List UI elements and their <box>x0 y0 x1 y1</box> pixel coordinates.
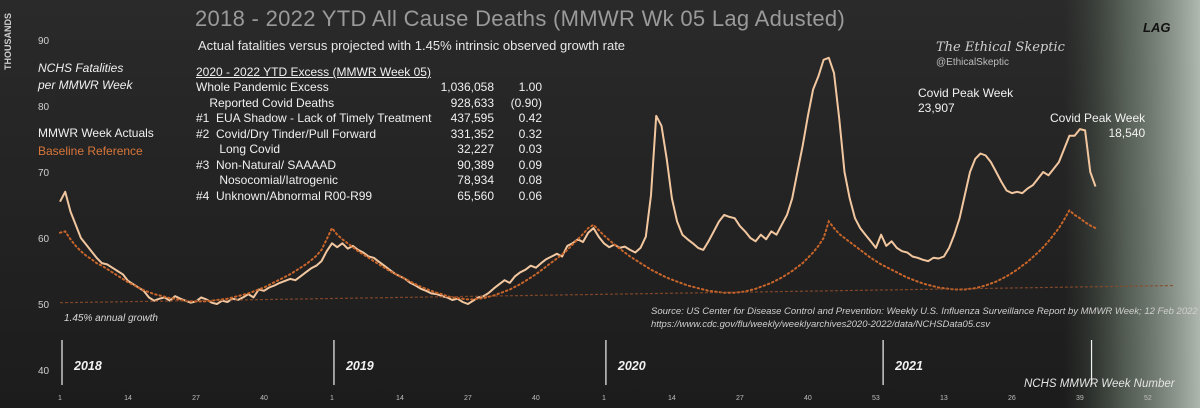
excess-row-label: Whole Pandemic Excess <box>196 80 329 94</box>
x-tick-label: 52 <box>1144 395 1152 402</box>
x-tick-label: 1 <box>602 395 606 402</box>
excess-row: #4 Unknown/Abnormal R00-R99 65,560 0.06 <box>196 189 542 205</box>
growth-label: 1.45% annual growth <box>64 313 158 324</box>
peak-annotation-2022: Covid Peak Week 18,540 <box>1050 111 1145 141</box>
peak-label: Covid Peak Week <box>918 86 1014 100</box>
excess-row-value: 78,934 <box>457 173 494 187</box>
excess-row-ratio: 0.03 <box>518 142 542 156</box>
x-tick-label: 40 <box>260 395 268 402</box>
legend-nchs-line1: NCHS Fatalities <box>38 61 124 75</box>
excess-row-value: 331,352 <box>450 126 494 141</box>
excess-row-label: Nosocomial/Iatrogenic <box>196 173 339 187</box>
source-line2: https://www.cdc.gov/flu/weekly/weeklyarc… <box>651 319 990 330</box>
x-tick-label: 1 <box>330 395 334 402</box>
excess-row: Nosocomial/Iatrogenic 78,934 0.08 <box>196 173 542 189</box>
excess-row-value: 90,389 <box>457 157 494 172</box>
peak-value: 18,540 <box>1108 126 1146 140</box>
brand-name: The Ethical Skeptic <box>936 40 1065 55</box>
excess-table: 2020 - 2022 YTD Excess (MMWR Week 05) Wh… <box>196 65 542 204</box>
y-tick-label: 50 <box>38 300 50 311</box>
excess-row-label: Long Covid <box>196 142 281 156</box>
excess-row: #3 Non-Natural/ SAAAAD 90,389 0.09 <box>196 158 542 174</box>
excess-row-label: #1 EUA Shadow - Lack of Timely Treatment <box>196 111 432 125</box>
x-tick-label: 1 <box>58 395 62 402</box>
y-axis-title: THOUSANDS <box>3 12 13 70</box>
excess-row-label: #4 Unknown/Abnormal R00-R99 <box>196 188 373 203</box>
lag-region <box>1064 0 1200 408</box>
series-growth-trend-line <box>59 284 1175 304</box>
excess-table-header: 2020 - 2022 YTD Excess (MMWR Week 05) <box>196 65 431 79</box>
x-tick-label: 14 <box>668 395 676 402</box>
chart-title: 2018 - 2022 YTD All Cause Deaths (MMWR W… <box>195 6 846 31</box>
x-tick-label: 14 <box>396 395 404 402</box>
x-tick-label: 40 <box>532 395 540 402</box>
excess-row-ratio: 0.08 <box>518 173 542 187</box>
excess-row: Whole Pandemic Excess 1,036,058 1.00 <box>196 80 542 96</box>
source-note: Source: US Center for Disease Control an… <box>651 305 1198 331</box>
excess-row: Reported Covid Deaths 928,633 (0.90) <box>196 96 542 112</box>
x-axis-title: NCHS MMWR Week Number <box>1024 378 1175 390</box>
peak-annotation-2021: Covid Peak Week 23,907 <box>918 86 1013 116</box>
lag-label: LAG <box>1143 20 1171 35</box>
legend-actuals: MMWR Week Actuals <box>38 126 154 140</box>
excess-row-ratio: 0.32 <box>518 126 542 141</box>
excess-row: Long Covid 32,227 0.03 <box>196 142 542 158</box>
excess-row-ratio: 0.42 <box>518 111 542 125</box>
x-tick-label: 13 <box>940 395 948 402</box>
x-tick-label: 27 <box>192 395 200 402</box>
excess-row-label: #2 Covid/Dry Tinder/Pull Forward <box>196 126 377 141</box>
excess-row-value: 32,227 <box>457 142 494 156</box>
excess-row-value: 1,036,058 <box>440 80 494 94</box>
excess-row-ratio: 1.00 <box>518 80 542 94</box>
y-tick-label: 70 <box>38 168 50 179</box>
excess-row-ratio: 0.09 <box>518 157 542 172</box>
excess-row-ratio: 0.06 <box>518 188 542 203</box>
excess-row-label: Reported Covid Deaths <box>196 95 335 110</box>
legend-baseline: Baseline Reference <box>38 144 143 158</box>
source-line1: Source: US Center for Disease Control an… <box>651 306 1198 317</box>
peak-value: 23,907 <box>918 101 955 115</box>
excess-row-ratio: (0.90) <box>510 95 542 110</box>
x-tick-label: 39 <box>1076 395 1084 402</box>
year-label: 2018 <box>73 359 102 373</box>
y-tick-label: 80 <box>38 102 50 113</box>
excess-row: #1 EUA Shadow - Lack of Timely Treatment… <box>196 111 542 127</box>
peak-label: Covid Peak Week <box>1050 111 1146 125</box>
y-tick-label: 60 <box>38 234 50 245</box>
x-tick-label: 26 <box>1008 395 1016 402</box>
brand-handle: @EthicalSkeptic <box>936 57 1009 68</box>
chart-subtitle: Actual fatalities versus projected with … <box>198 38 626 53</box>
excess-row-label: #3 Non-Natural/ SAAAAD <box>196 157 337 172</box>
year-label: 2019 <box>345 359 374 373</box>
x-tick-label: 27 <box>464 395 472 402</box>
excess-row: #2 Covid/Dry Tinder/Pull Forward 331,352 0… <box>196 127 542 143</box>
x-tick-label: 14 <box>124 395 132 402</box>
y-tick-label: 90 <box>38 36 50 47</box>
x-tick-label: 27 <box>736 395 744 402</box>
x-tick-label: 53 <box>872 395 880 402</box>
y-tick-label: 40 <box>38 366 50 377</box>
legend-nchs-line2: per MMWR Week <box>38 78 133 92</box>
excess-row-value: 928,633 <box>450 95 494 110</box>
excess-row-value: 437,595 <box>450 111 494 125</box>
series-baseline-line <box>59 208 1097 303</box>
year-label: 2020 <box>617 359 646 373</box>
brand-watermark: The Ethical Skeptic @EthicalSkeptic <box>936 40 1076 68</box>
year-label: 2021 <box>894 359 923 373</box>
excess-row-value: 65,560 <box>457 188 494 203</box>
x-tick-label: 40 <box>804 395 812 402</box>
